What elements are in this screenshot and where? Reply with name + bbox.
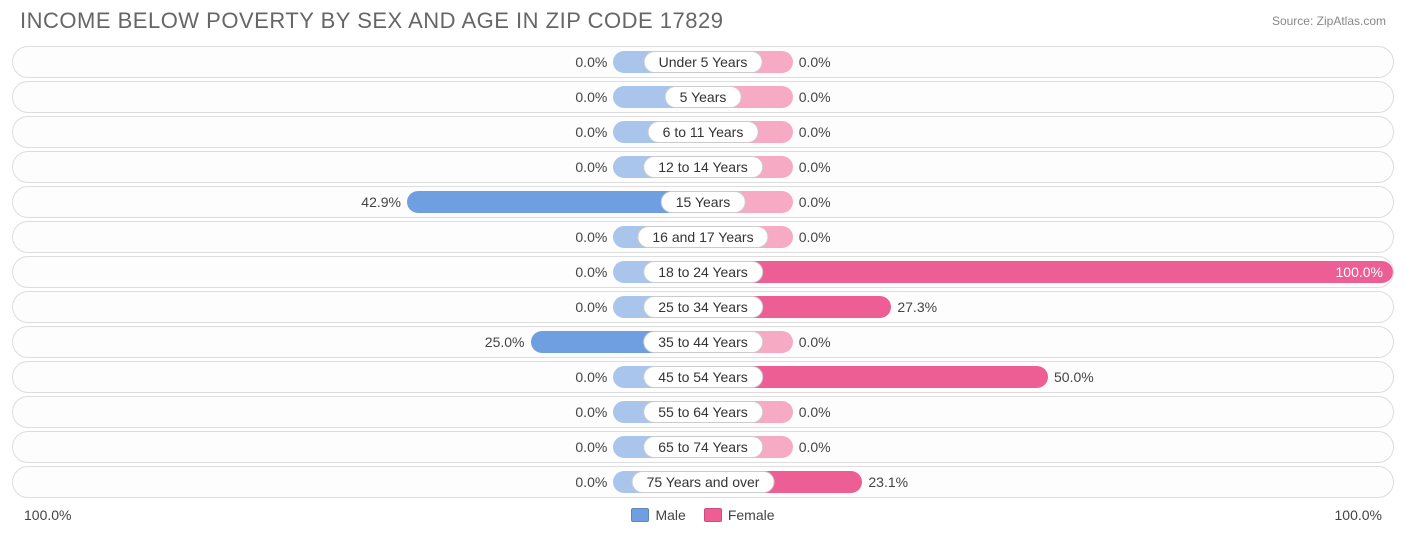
chart-row: 0.0% 0.0% 16 and 17 Years	[12, 221, 1394, 253]
female-value-label: 0.0%	[799, 229, 831, 245]
legend-label-female: Female	[728, 507, 775, 523]
diverging-bar-chart: 0.0%0.0%Under 5 Years0.0%0.0%5 Years0.0%…	[0, 46, 1406, 498]
axis-right-max: 100.0%	[1335, 507, 1382, 523]
legend-item-male: Male	[631, 507, 685, 523]
male-value-label: 0.0%	[575, 124, 607, 140]
female-value-label: 0.0%	[799, 194, 831, 210]
chart-row: 0.0% 0.0% Under 5 Years	[12, 46, 1394, 78]
category-label: 65 to 74 Years	[643, 436, 763, 458]
category-label: 15 Years	[661, 191, 746, 213]
chart-row: 0.0% 0.0% 65 to 74 Years	[12, 431, 1394, 463]
female-value-label: 50.0%	[1054, 369, 1094, 385]
chart-row: 25.0% 0.0% 35 to 44 Years	[12, 326, 1394, 358]
male-value-label: 0.0%	[575, 439, 607, 455]
category-label: 35 to 44 Years	[643, 331, 763, 353]
chart-row: 0.0% 23.1% 75 Years and over	[12, 466, 1394, 498]
chart-title: INCOME BELOW POVERTY BY SEX AND AGE IN Z…	[20, 8, 723, 34]
female-value-label: 0.0%	[799, 334, 831, 350]
category-label: 25 to 34 Years	[643, 296, 763, 318]
source-attribution: Source: ZipAtlas.com	[1272, 14, 1386, 28]
chart-row: 0.0% 0.0% 12 to 14 Years	[12, 151, 1394, 183]
category-label: 18 to 24 Years	[643, 261, 763, 283]
chart-row: 0.0% 0.0% 6 to 11 Years	[12, 116, 1394, 148]
category-label: 16 and 17 Years	[637, 226, 768, 248]
female-swatch	[704, 508, 722, 522]
male-value-label: 0.0%	[575, 474, 607, 490]
chart-row: 0.0% 100.0% 18 to 24 Years	[12, 256, 1394, 288]
legend-label-male: Male	[655, 507, 685, 523]
male-value-label: 0.0%	[575, 264, 607, 280]
axis-left-max: 100.0%	[24, 507, 71, 523]
male-value-label: 0.0%	[575, 369, 607, 385]
female-value-label: 0.0%	[799, 159, 831, 175]
category-label: 5 Years	[665, 86, 742, 108]
female-value-label: 0.0%	[799, 54, 831, 70]
male-value-label: 0.0%	[575, 299, 607, 315]
chart-row: 0.0% 27.3% 25 to 34 Years	[12, 291, 1394, 323]
chart-row: 0.0% 0.0% 5 Years	[12, 81, 1394, 113]
category-label: 45 to 54 Years	[643, 366, 763, 388]
male-value-label: 25.0%	[485, 334, 525, 350]
female-value-label: 0.0%	[799, 124, 831, 140]
male-value-label: 0.0%	[575, 229, 607, 245]
female-value-label: 0.0%	[799, 89, 831, 105]
category-label: 6 to 11 Years	[648, 121, 759, 143]
category-label: Under 5 Years	[644, 51, 763, 73]
legend: Male Female	[631, 507, 774, 523]
female-value-label: 0.0%	[799, 404, 831, 420]
male-value-label: 0.0%	[575, 159, 607, 175]
female-value-label: 23.1%	[868, 474, 908, 490]
male-value-label: 0.0%	[575, 54, 607, 70]
male-value-label: 0.0%	[575, 89, 607, 105]
female-value-label: 100.0%	[1336, 264, 1383, 280]
male-bar	[407, 191, 703, 213]
chart-row: 42.9% 0.0% 15 Years	[12, 186, 1394, 218]
male-swatch	[631, 508, 649, 522]
category-label: 55 to 64 Years	[643, 401, 763, 423]
female-value-label: 27.3%	[897, 299, 937, 315]
male-value-label: 0.0%	[575, 404, 607, 420]
chart-row: 0.0% 0.0% 55 to 64 Years	[12, 396, 1394, 428]
female-value-label: 0.0%	[799, 439, 831, 455]
category-label: 12 to 14 Years	[643, 156, 763, 178]
male-value-label: 42.9%	[361, 194, 401, 210]
chart-row: 0.0% 50.0% 45 to 54 Years	[12, 361, 1394, 393]
legend-item-female: Female	[704, 507, 775, 523]
category-label: 75 Years and over	[632, 471, 775, 493]
female-bar	[703, 261, 1393, 283]
